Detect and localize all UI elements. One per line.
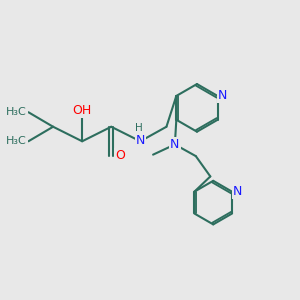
Text: H₃C: H₃C xyxy=(6,107,27,117)
Text: H₃C: H₃C xyxy=(6,136,27,146)
Text: O: O xyxy=(115,149,125,162)
Text: N: N xyxy=(233,184,242,198)
Text: N: N xyxy=(136,134,145,147)
Text: OH: OH xyxy=(73,104,92,117)
Text: N: N xyxy=(218,89,227,102)
Text: H: H xyxy=(135,123,143,133)
Text: N: N xyxy=(170,138,180,151)
